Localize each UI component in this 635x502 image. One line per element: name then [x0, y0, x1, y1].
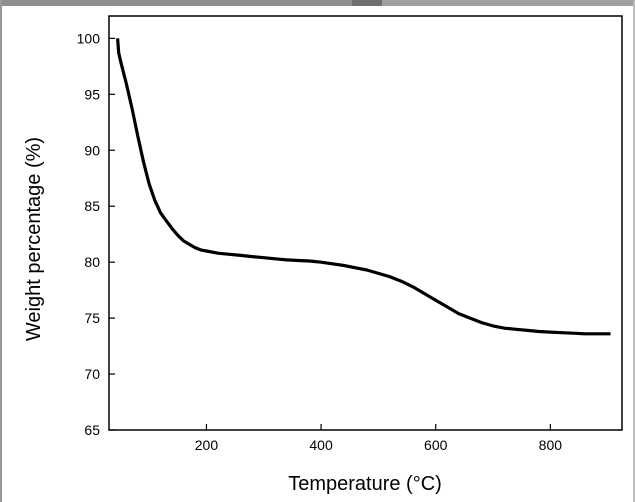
y-tick-label: 70 — [84, 366, 100, 382]
y-tick-label: 95 — [84, 86, 100, 102]
series-layer — [116, 38, 611, 336]
right-border — [633, 0, 635, 502]
x-tick-label: 400 — [309, 437, 333, 453]
y-axis-label: Weight percentage (%) — [23, 137, 45, 341]
y-tick-label: 75 — [84, 310, 100, 326]
y-tick-label: 80 — [84, 254, 100, 270]
x-tick-label: 200 — [195, 437, 219, 453]
x-tick-label: 600 — [424, 437, 448, 453]
y-tick-label: 85 — [84, 198, 100, 214]
top-border-segment — [0, 0, 352, 6]
left-border — [0, 0, 2, 502]
x-axis-label: Temperature (°C) — [288, 473, 442, 495]
y-tick-label: 65 — [84, 422, 100, 438]
x-tick-label: 800 — [539, 437, 563, 453]
top-border-segment — [352, 0, 382, 6]
y-tick-label: 90 — [84, 142, 100, 158]
tga-curve — [116, 38, 611, 336]
x-axis: 200 400 600 800 — [195, 424, 562, 453]
top-border-segment — [382, 0, 635, 6]
plot-area-frame — [108, 15, 623, 431]
y-tick-label: 100 — [77, 30, 101, 46]
y-axis: 65 70 75 80 85 90 95 100 — [77, 30, 115, 438]
